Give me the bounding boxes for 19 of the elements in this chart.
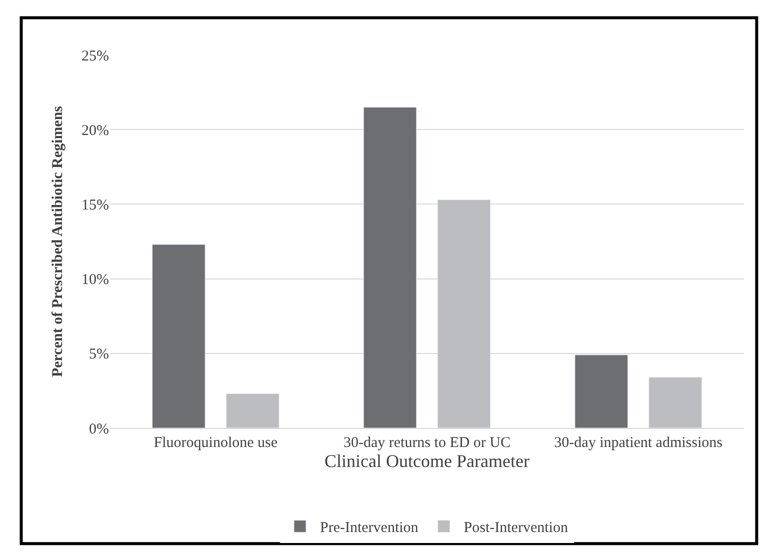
bar bbox=[152, 244, 206, 428]
legend-label: Post-Intervention bbox=[464, 520, 568, 536]
legend-label: Pre-Intervention bbox=[320, 520, 419, 536]
x-tick-label: 30-day returns to ED or UC bbox=[343, 435, 511, 451]
x-tick-label: Fluoroquinolone use bbox=[154, 435, 278, 451]
bar bbox=[648, 377, 702, 428]
bar bbox=[226, 393, 280, 428]
bar bbox=[574, 354, 628, 428]
x-axis-title: Clinical Outcome Parameter bbox=[324, 451, 530, 472]
y-tick-label: 25% bbox=[82, 48, 109, 64]
y-tick-label: 15% bbox=[82, 197, 109, 214]
x-tick-label: 30-day inpatient admissions bbox=[554, 435, 723, 451]
y-tick-label: 10% bbox=[82, 272, 109, 288]
bar bbox=[437, 199, 491, 428]
y-tick-label: 5% bbox=[89, 346, 109, 363]
y-tick-label: 0% bbox=[89, 421, 109, 438]
y-axis-title: Percent of Prescribed Antibiotic Regimens bbox=[50, 106, 66, 378]
bar bbox=[363, 106, 417, 428]
y-tick-label: 20% bbox=[82, 122, 109, 139]
